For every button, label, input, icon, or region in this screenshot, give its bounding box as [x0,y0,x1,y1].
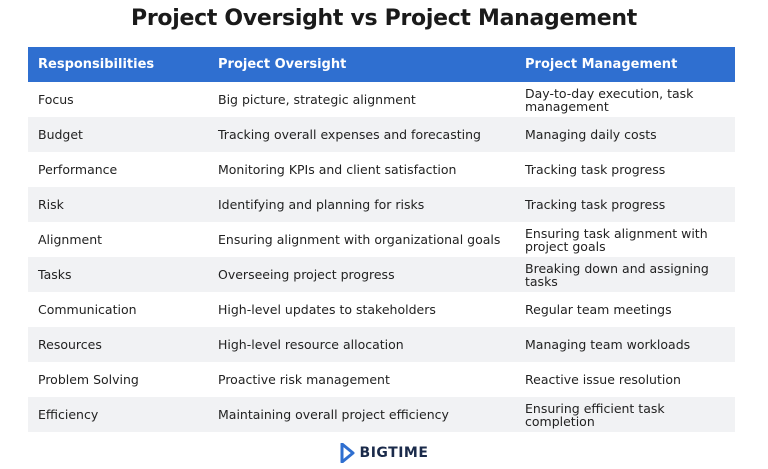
table-row: Focus Big picture, strategic alignment Day… [28,82,735,117]
table-cell: Breaking down and assigning tasks [525,260,709,289]
table-cell: Ensuring efficient task completion [525,400,665,429]
table-row: Risk Identifying and planning for risks Tr… [28,187,735,222]
table-cell: Regular team meetings [525,302,672,317]
column-header: Project Oversight [218,57,347,72]
table-cell: Problem Solving [38,372,139,387]
table-cell: Reactive issue resolution [525,372,681,387]
table-row: Budget Tracking overall expenses and fore… [28,117,735,152]
table-cell: Identifying and planning for risks [218,197,425,212]
table-cell: Tracking overall expenses and forecastin… [218,127,481,142]
table-cell: Efficiency [38,407,99,422]
table-cell: Alignment [38,232,103,247]
table-cell: Tracking task progress [525,162,666,177]
title: Project Oversight vs Project Management [131,6,637,31]
table-cell: Risk [38,197,64,212]
table-cell: Tracking task progress [525,197,666,212]
table: Responsibilities Project Oversight Project… [28,47,735,432]
table-cell: Managing team workloads [525,337,691,352]
table-cell: Overseeing project progress [218,267,395,282]
table-row: Efficiency Maintaining overall project ef… [28,397,735,432]
table-cell: Proactive risk management [218,372,390,387]
table-cell: Big picture, strategic alignment [218,92,416,107]
table-row: Problem Solving Proactive risk management… [28,362,735,397]
table-cell: High-level updates to stakeholders [218,302,436,317]
table-cell: Performance [38,162,118,177]
column-header: Project Management [525,57,678,72]
table-cell: Communication [38,302,137,317]
table-cell: Maintaining overall project efficiency [218,407,449,422]
column-header: Responsibilities [38,57,155,72]
table-cell: Resources [38,337,102,352]
table-row: Performance Monitoring KPIs and client sa… [28,152,735,187]
table-cell: Managing daily costs [525,127,657,142]
footer: BIGTIME [0,443,768,463]
table-row: Communication High-level updates to stake… [28,292,735,327]
table-row: Alignment Ensuring alignment with organiz… [28,222,735,257]
table-cell: Ensuring task alignment with project goa… [525,225,708,254]
table-cell: High-level resource allocation [218,337,404,352]
table-cell: Day-to-day execution, task management [525,85,694,114]
table-row: Tasks Overseeing project progress Breaking… [28,257,735,292]
table-cell: Ensuring alignment with organizational g… [218,232,501,247]
table-cell: Focus [38,92,74,107]
logo-text: BIGTIME [359,445,429,461]
logo-icon [340,443,355,463]
table-cell: Budget [38,127,83,142]
table-cell: Tasks [38,267,72,282]
table-cell: Monitoring KPIs and client satisfaction [218,162,457,177]
table-row: Resources High-level resource allocation M… [28,327,735,362]
header-row: Responsibilities Project Oversight Project… [28,47,735,82]
